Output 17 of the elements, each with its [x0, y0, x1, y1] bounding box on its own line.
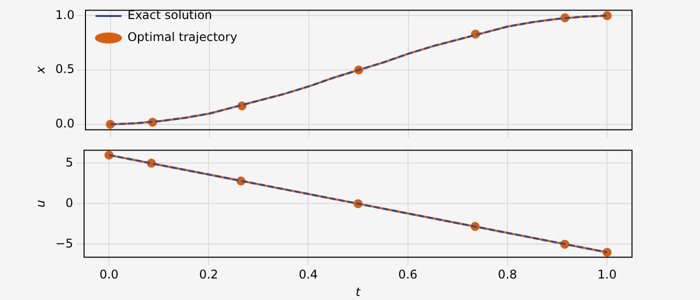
x-axis-title: t [356, 284, 362, 299]
y-tick-label: 5 [65, 155, 74, 170]
y-tick-label: 0.0 [55, 116, 74, 130]
y-tick-label: 0 [65, 196, 74, 210]
x-tick-label: 0.0 [99, 268, 119, 282]
x-tick-label: 1.0 [598, 268, 617, 282]
y-tick-label: 1.0 [55, 8, 74, 22]
y-axis-title: u [33, 200, 48, 208]
legend-label: Exact solution [127, 8, 212, 22]
y-tick-label: 0.5 [55, 62, 74, 76]
y-tick-label: −5 [55, 236, 74, 250]
y-axis-title: x [33, 66, 48, 75]
x-tick-label: 0.2 [199, 268, 218, 282]
legend-label: Optimal trajectory [127, 30, 238, 44]
x-tick-label: 0.8 [498, 268, 518, 282]
x-tick-label: 0.6 [398, 268, 418, 282]
x-tick-label: 0.4 [298, 268, 318, 282]
